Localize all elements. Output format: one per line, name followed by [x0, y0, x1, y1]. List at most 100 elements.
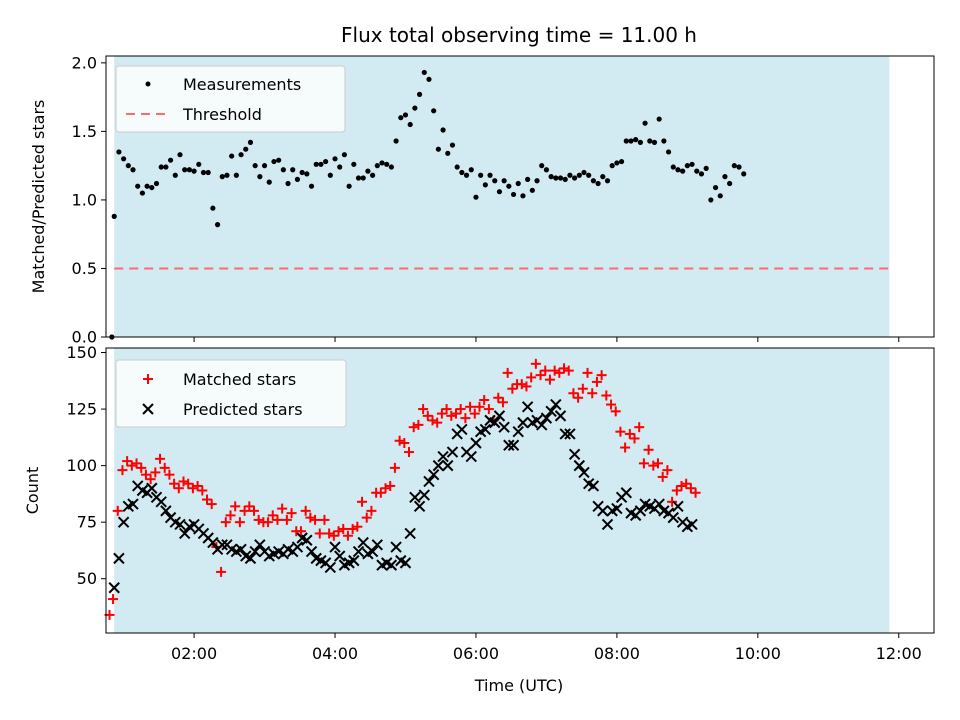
measurement-point — [647, 138, 653, 144]
x-marker-b — [667, 511, 679, 524]
x-marker-b — [550, 398, 562, 411]
measurement-point — [487, 172, 493, 178]
matched-star-point — [657, 471, 668, 482]
measurement-point — [515, 180, 521, 187]
x-marker-b — [479, 423, 492, 436]
measurement-point — [233, 172, 239, 178]
measurement-point — [539, 163, 545, 169]
predicted-star-point — [507, 439, 520, 451]
count-y-tick-label: 75 — [77, 513, 97, 532]
predicted-star-point — [465, 450, 477, 463]
matched-star-point — [629, 433, 640, 444]
count-y-tick-label: 50 — [77, 569, 97, 588]
x-marker-b — [282, 543, 294, 556]
x-marker-b — [470, 437, 482, 449]
matched-star-point — [582, 367, 593, 378]
measurement-point — [590, 178, 597, 184]
predicted-star-point — [587, 480, 600, 492]
measurement-point — [600, 174, 606, 180]
x-marker-b — [235, 543, 247, 556]
matched-star-point — [281, 514, 292, 525]
count-y-axis-label: Count — [23, 467, 42, 515]
matched-star-point — [441, 404, 452, 415]
legend-threshold-label: Threshold — [182, 105, 262, 124]
x-marker-b — [564, 428, 576, 440]
predicted-star-point — [667, 511, 679, 524]
measurement-point — [191, 168, 197, 174]
matched-star-point — [681, 478, 692, 489]
measurement-point — [276, 157, 282, 163]
x-marker-b — [404, 527, 416, 540]
predicted-star-point — [352, 545, 365, 558]
x-marker-b — [146, 482, 158, 494]
count-y-tick-label: 125 — [66, 400, 97, 419]
x-marker-b — [254, 539, 266, 551]
measurement-point — [642, 120, 648, 126]
predicted-star-point — [404, 527, 416, 540]
count-y-tick-label: 100 — [66, 456, 97, 475]
predicted-star-point — [517, 416, 529, 429]
matched-star-point — [342, 530, 353, 541]
measurement-point — [125, 163, 131, 169]
measurement-point — [562, 176, 568, 182]
measurement-point — [572, 175, 578, 181]
measurement-point — [421, 69, 427, 76]
matched-star-point — [164, 469, 175, 480]
measurement-point — [722, 174, 728, 180]
x-marker-b — [291, 541, 304, 553]
measurement-point — [614, 160, 620, 166]
x-marker-b — [296, 532, 308, 544]
matched-star-point — [559, 363, 570, 374]
matched-star-point — [408, 422, 419, 433]
measurement-point — [313, 161, 319, 167]
x-marker-b — [136, 484, 149, 497]
matched-star-point — [187, 483, 198, 494]
x-marker-b — [545, 405, 557, 418]
measurement-point — [689, 161, 695, 167]
matched-star-point — [549, 365, 560, 376]
predicted-star-point — [127, 498, 139, 510]
measurement-points — [109, 69, 747, 340]
x-marker-b — [559, 428, 571, 440]
x-marker-b — [512, 425, 524, 438]
x-marker-b — [305, 545, 318, 558]
predicted-star-point — [305, 545, 318, 558]
matched-star-point — [357, 496, 368, 507]
predicted-star-point — [498, 421, 510, 433]
matched-star-point — [455, 404, 466, 415]
measurement-point — [520, 193, 526, 199]
x-marker-b — [366, 545, 379, 558]
ratio-y-axis-label: Matched/Predicted stars — [29, 100, 48, 294]
matched-star-point — [216, 566, 227, 577]
ratio-y-tick-label: 2.0 — [72, 53, 97, 72]
legend-measurement-marker — [145, 81, 151, 87]
x-marker-b — [493, 410, 506, 422]
x-marker-b — [108, 582, 120, 594]
matched-star-point — [497, 397, 508, 408]
measurement-point — [280, 167, 286, 173]
matched-star-point — [352, 521, 363, 532]
measurement-point — [557, 175, 564, 181]
measurement-point — [459, 169, 465, 176]
matched-star-point — [277, 503, 288, 514]
matched-star-point — [361, 512, 372, 523]
matched-star-point — [502, 367, 513, 378]
matched-star-point — [338, 523, 349, 534]
matched-star-point — [230, 501, 241, 512]
x-marker-b — [597, 505, 609, 517]
x-marker-b — [385, 559, 398, 571]
ratio-x-ticks — [193, 337, 900, 342]
x-marker-b — [578, 466, 590, 479]
matched-star-point — [615, 426, 626, 437]
ratio-y-tick-label: 0.0 — [72, 328, 97, 347]
measurement-point — [149, 184, 155, 191]
measurement-point — [637, 139, 643, 145]
predicted-star-point — [409, 491, 421, 503]
measurement-point — [586, 172, 592, 178]
predicted-star-point — [503, 439, 515, 451]
x-marker-b — [334, 550, 346, 562]
predicted-star-point — [324, 561, 337, 574]
measurement-point — [633, 137, 639, 143]
matched-star-point — [253, 514, 264, 525]
measurement-point — [214, 222, 221, 228]
